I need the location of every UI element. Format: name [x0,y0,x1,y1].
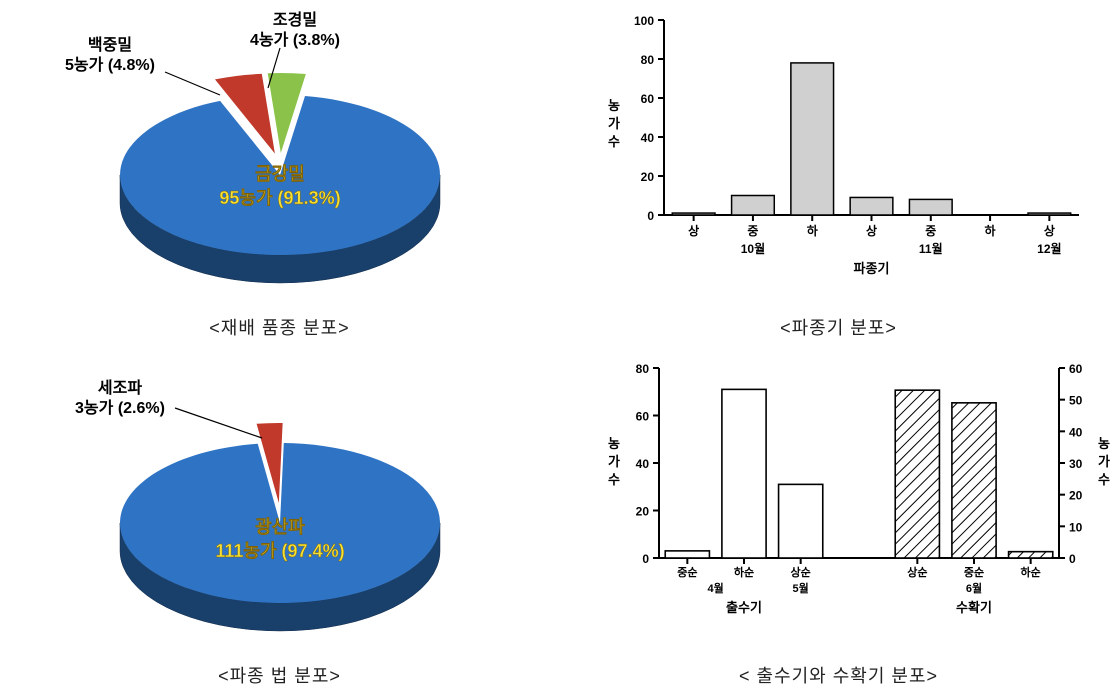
svg-text:농: 농 [608,98,620,113]
svg-text:60: 60 [636,410,650,424]
svg-text:5월: 5월 [793,581,809,595]
svg-text:4월: 4월 [708,581,724,595]
panel-bar-sowing: 0 20 40 60 80 100 농가수상 중 하 상 중 하 상 10월 11월 12월파종기 <파종기 … [559,0,1118,348]
svg-text:상: 상 [688,223,699,238]
svg-text:조경밀: 조경밀 [273,10,317,29]
svg-text:50: 50 [1069,394,1083,408]
svg-text:수: 수 [1098,472,1110,487]
pie1-caption: <재배 품종 분포> [209,314,349,340]
svg-text:3농가 (2.6%): 3농가 (2.6%) [75,399,165,417]
pie1-chart: 백중밀 5농가 (4.8%) 조경밀 4농가 (3.8%) 금강밀 95농가 (91.3%… [0,0,559,310]
svg-text:수: 수 [608,472,620,487]
svg-text:가: 가 [608,116,620,131]
svg-text:하: 하 [807,223,818,238]
bar2-chart: 0204060800102030405060농농가가수수중순하순상순4월5월출수… [559,348,1118,658]
svg-text:30: 30 [1069,457,1083,471]
svg-text:가: 가 [608,454,620,469]
svg-text:20: 20 [641,170,655,184]
svg-text:80: 80 [641,53,655,67]
svg-text:중: 중 [925,224,936,238]
bar1-caption: <파종기 분포> [780,314,897,340]
svg-text:파종기: 파종기 [854,261,890,276]
svg-text:수: 수 [608,134,620,149]
svg-text:가: 가 [1098,454,1110,469]
svg-text:40: 40 [641,131,655,145]
svg-text:0: 0 [1069,552,1076,566]
svg-text:0: 0 [647,209,654,223]
svg-text:수확기: 수확기 [956,600,992,615]
svg-text:상순: 상순 [791,565,811,579]
svg-text:20: 20 [1069,489,1083,503]
svg-text:40: 40 [636,457,650,471]
svg-text:백중밀: 백중밀 [88,35,132,54]
svg-text:60: 60 [641,92,655,106]
panel-pie-variety: 백중밀 5농가 (4.8%) 조경밀 4농가 (3.8%) 금강밀 95농가 (91.3%… [0,0,559,348]
svg-text:농: 농 [608,436,620,451]
svg-text:4농가 (3.8%): 4농가 (3.8%) [250,31,340,49]
svg-text:광산파: 광산파 [255,517,305,537]
svg-text:중: 중 [747,224,758,238]
bar1-chart: 0 20 40 60 80 100 농가수상 중 하 상 중 하 상 10월 11월 12월파종기 [559,0,1118,310]
svg-text:10: 10 [1069,520,1083,534]
pie2-caption: <파종 법 분포> [218,662,341,688]
svg-text:하: 하 [985,223,996,238]
svg-text:중순: 중순 [677,566,697,579]
svg-text:95농가 (91.3%): 95농가 (91.3%) [219,188,340,208]
svg-text:20: 20 [636,505,650,519]
svg-text:출수기: 출수기 [726,600,762,615]
svg-text:중순: 중순 [964,566,984,579]
svg-text:금강밀: 금강밀 [255,164,305,184]
svg-text:세조파: 세조파 [98,379,142,397]
svg-text:하순: 하순 [1021,565,1041,579]
svg-text:12월: 12월 [1037,241,1061,256]
svg-text:80: 80 [636,362,650,376]
svg-text:상순: 상순 [907,565,927,579]
svg-text:6월: 6월 [966,581,982,595]
panel-bar-heading-harvest: 0204060800102030405060농농가가수수중순하순상순4월5월출수… [559,348,1118,696]
svg-text:농: 농 [1098,436,1110,451]
svg-text:111농가 (97.4%): 111농가 (97.4%) [215,541,344,561]
svg-text:60: 60 [1069,362,1083,376]
pie2-chart: 세조파 3농가 (2.6%) 광산파 111농가 (97.4%) [0,348,559,658]
svg-text:상: 상 [1044,223,1055,238]
svg-text:상: 상 [866,223,877,238]
svg-text:0: 0 [642,552,649,566]
svg-text:하순: 하순 [734,565,754,579]
svg-text:11월: 11월 [919,241,943,256]
panel-pie-method: 세조파 3농가 (2.6%) 광산파 111농가 (97.4%) <파종 법 분포> [0,348,559,696]
svg-text:40: 40 [1069,425,1083,439]
svg-text:5농가 (4.8%): 5농가 (4.8%) [65,56,155,74]
svg-text:10월: 10월 [741,241,765,256]
svg-text:100: 100 [634,14,654,28]
bar2-caption: < 출수기와 수확기 분포> [739,662,938,688]
